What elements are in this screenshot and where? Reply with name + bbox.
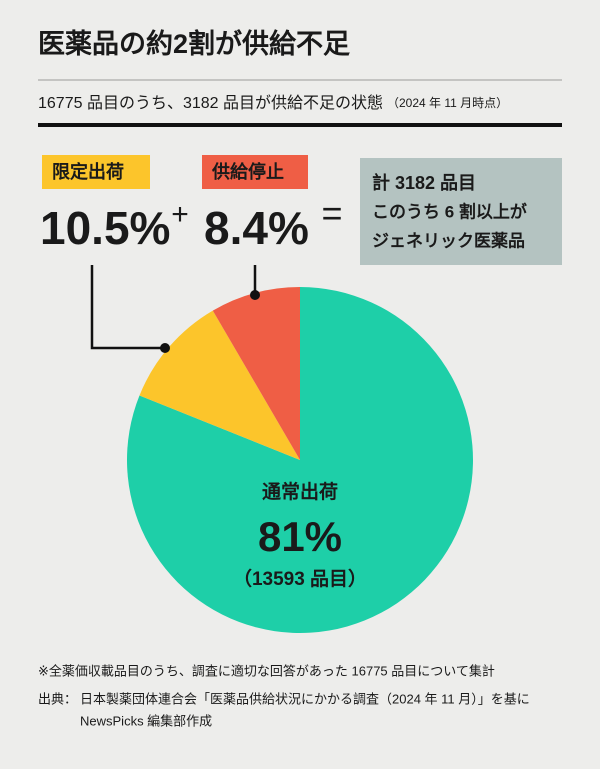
subtitle: 16775 品目のうち、3182 品目が供給不足の状態 （2024 年 11 月時… (38, 94, 508, 112)
slice-label: 通常出荷 (262, 480, 338, 503)
source: NewsPicks 編集部作成 (80, 713, 212, 728)
pie (126, 287, 474, 633)
source: 日本製薬団体連合会「医薬品供給状況にかかる調査（2024 年 11 月）」を基に (80, 691, 530, 706)
operator: + (171, 198, 189, 231)
label-box (202, 155, 308, 189)
callout-line: ジェネリック医薬品 (372, 231, 525, 250)
label-box (42, 155, 150, 189)
value-label: 81% (258, 513, 342, 560)
operator: = (321, 193, 342, 234)
subtitle-note: （2024 年 11 月時点） (387, 96, 508, 110)
count-label: （13593 品目） (233, 567, 367, 590)
callout-line: 計 3182 品目 (372, 172, 476, 193)
connector-dot (250, 290, 260, 300)
callout-box (360, 158, 562, 265)
connector-dot (160, 343, 170, 353)
slice-label: 限定出荷 (52, 161, 124, 182)
pie-slice (139, 310, 300, 460)
value-label: 10.5% (40, 202, 170, 254)
pie-slice (212, 287, 300, 460)
connector (90, 265, 165, 350)
chart-title: 医薬品の約2割が供給不足 (38, 28, 350, 59)
value-label: 8.4% (204, 202, 309, 254)
note: ※全薬価収載品目のうち、調査に適切な回答があった 16775 品目について集計 (38, 663, 495, 678)
subtitle-main: 16775 品目のうち、3182 品目が供給不足の状態 (38, 94, 383, 112)
slice-label: 供給停止 (211, 161, 284, 182)
source-label: 出典： (38, 691, 77, 706)
callout-line: このうち 6 割以上が (372, 201, 527, 221)
